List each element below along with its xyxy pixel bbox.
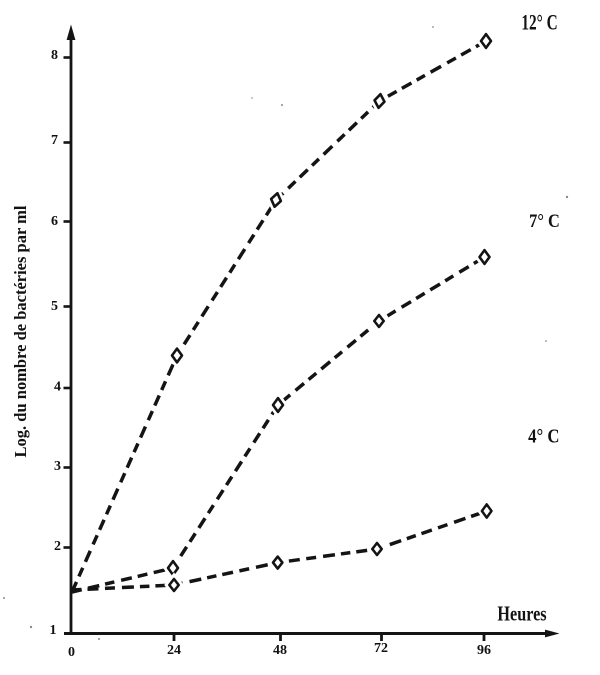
svg-text:4° C: 4° C [528,425,559,447]
svg-text:48: 48 [273,643,287,658]
svg-text:5: 5 [51,299,58,314]
svg-text:6: 6 [51,214,58,229]
svg-text:Heures: Heures [497,603,546,626]
svg-text:7° C: 7° C [529,210,560,231]
svg-text:Log. du nombre de bactéries pa: Log. du nombre de bactéries par ml [11,205,30,457]
svg-text:1: 1 [50,623,57,638]
svg-text:8: 8 [51,48,58,63]
svg-text:12° C: 12° C [521,11,557,35]
svg-text:96: 96 [477,643,491,658]
svg-text:24: 24 [167,643,181,658]
svg-text:2: 2 [54,539,61,554]
svg-text:72: 72 [374,641,388,656]
svg-text:4: 4 [54,380,61,395]
svg-text:7: 7 [51,133,58,148]
svg-text:3: 3 [54,459,61,474]
svg-text:0: 0 [68,645,75,660]
